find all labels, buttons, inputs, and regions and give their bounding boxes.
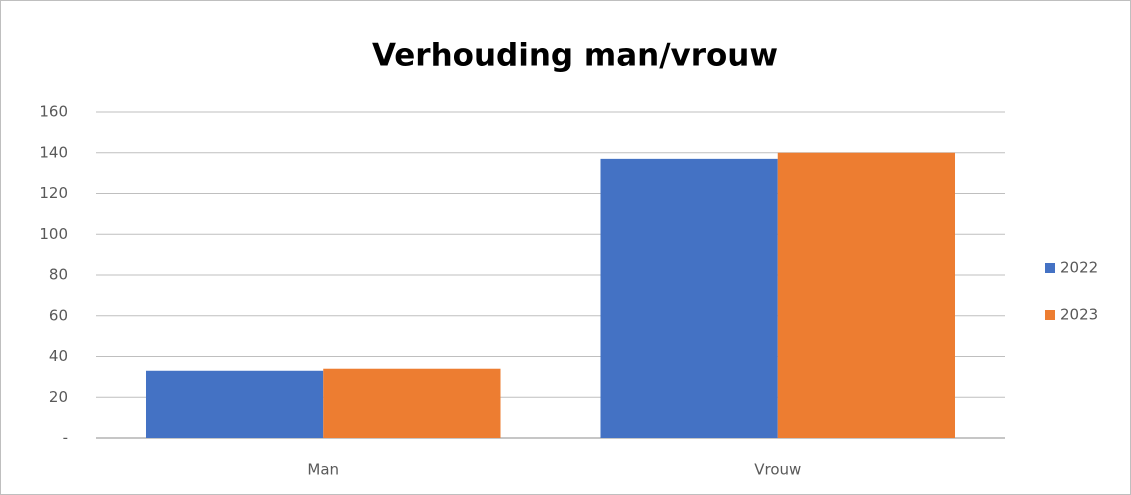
y-tick-label: 40 xyxy=(49,347,68,365)
y-tick-label: 20 xyxy=(49,388,68,406)
y-tick-label: 100 xyxy=(39,225,68,243)
bar xyxy=(600,158,778,439)
legend-label: 2023 xyxy=(1060,306,1098,324)
y-tick-label: - xyxy=(63,429,68,447)
y-tick-label: 120 xyxy=(39,184,68,202)
bar xyxy=(145,370,324,438)
legend-swatch xyxy=(1045,263,1055,273)
bar xyxy=(777,152,956,438)
chart-title: Verhouding man/vrouw xyxy=(372,38,778,74)
legend-swatch xyxy=(1045,310,1055,320)
y-tick-label: 60 xyxy=(49,306,68,324)
y-tick-label: 140 xyxy=(39,143,68,161)
y-tick-label: 80 xyxy=(49,266,68,284)
legend-label: 2022 xyxy=(1060,259,1098,277)
bar xyxy=(323,368,501,438)
y-tick-label: 160 xyxy=(39,103,68,121)
x-tick-label: Man xyxy=(307,461,339,479)
x-tick-label: Vrouw xyxy=(754,461,801,479)
